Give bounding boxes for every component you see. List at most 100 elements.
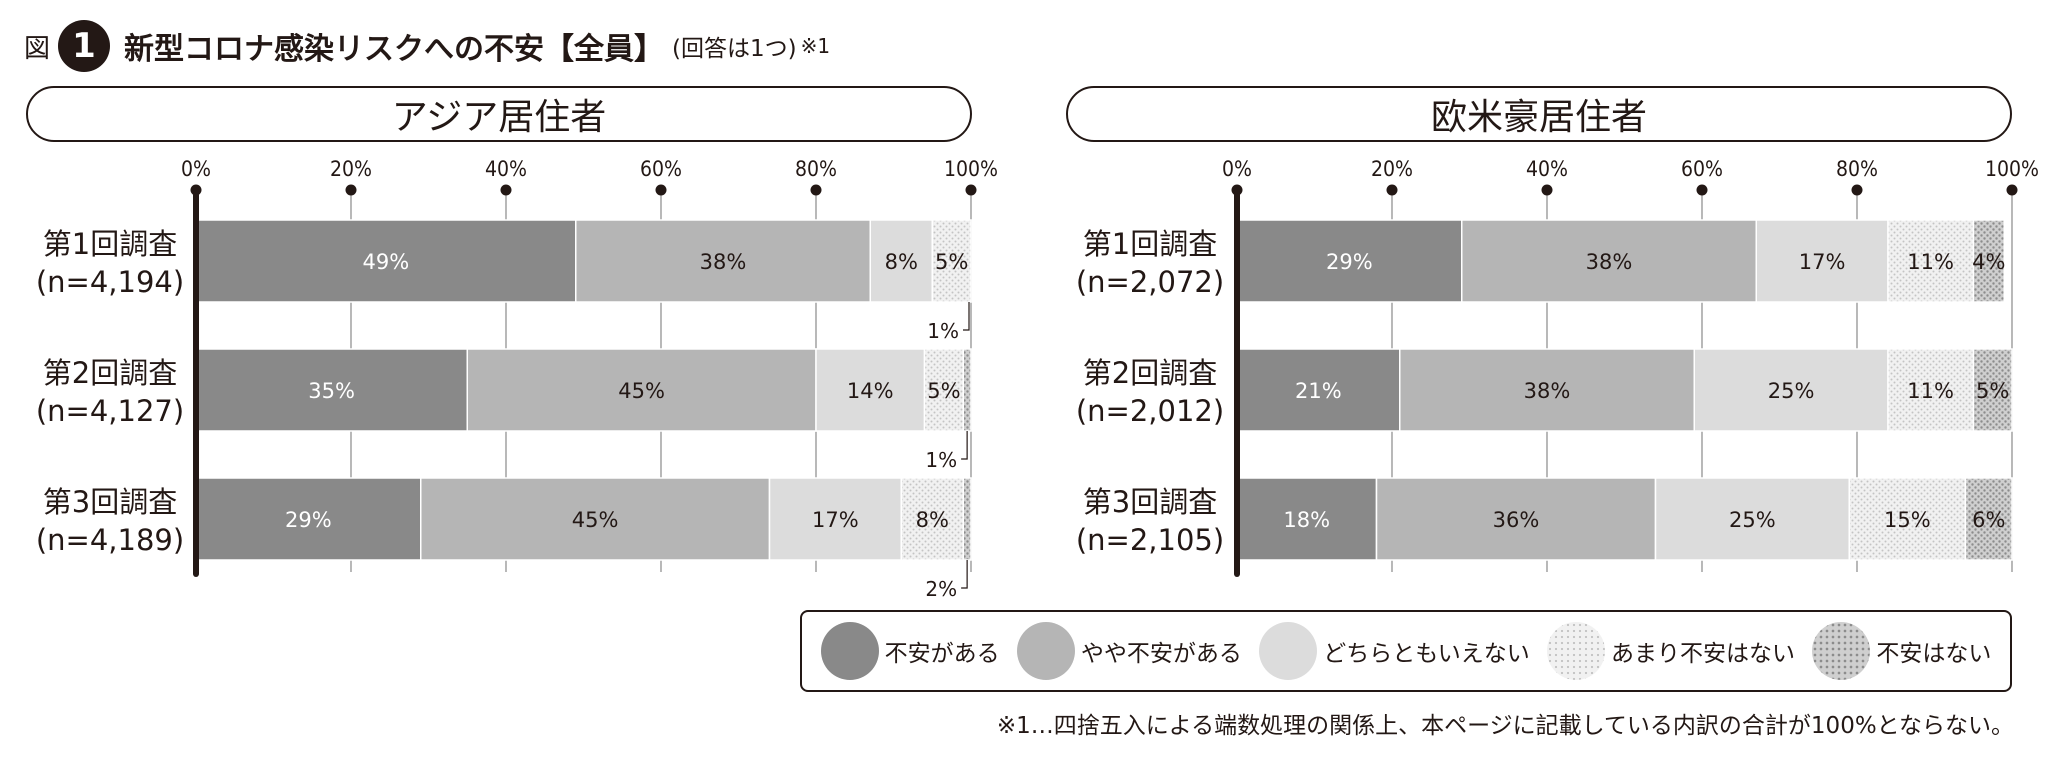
bar-segment-anxious — [1236, 348, 1401, 432]
tick-dot — [810, 184, 822, 196]
bar-segment-not_at_all — [1972, 219, 2005, 303]
tick-label: 40% — [485, 157, 527, 181]
segment-label: 11% — [1907, 250, 1954, 274]
tick-dot — [500, 184, 512, 196]
bar-segment-not_at_all — [962, 348, 972, 432]
bar-segment-somewhat — [466, 348, 817, 432]
tick-label: 80% — [795, 157, 837, 181]
row-label-survey: 第2回調査 — [43, 356, 177, 390]
tick-label: 100% — [1985, 157, 2039, 181]
legend-swatch — [1016, 622, 1075, 680]
legend-label: あまり不安はない — [1611, 641, 1796, 667]
tick-dot — [965, 184, 977, 196]
segment-label: 25% — [1729, 508, 1776, 532]
segment-label: 36% — [1493, 508, 1540, 532]
tick-dot — [655, 184, 667, 196]
chart-panel-west: 0% 20% 40% 60% 80% 100% 第1回調査 (n=2,072) 29% 38% 17… — [1076, 157, 2039, 577]
bar-segment-not_much — [900, 477, 964, 561]
tick-dot — [345, 184, 357, 196]
bar-segment-neutral — [1755, 219, 1889, 303]
segment-label: 49% — [363, 250, 410, 274]
panel-title-asia: アジア居住者 — [26, 86, 972, 142]
segment-label: 14% — [847, 379, 894, 403]
segment-label: 29% — [1326, 250, 1373, 274]
figure-subtitle: (回答は1つ) — [672, 36, 797, 62]
figure-prefix: 図 — [24, 33, 51, 64]
bar-segment-not_at_all — [1964, 477, 2013, 561]
tick-label: 80% — [1836, 157, 1878, 181]
segment-label: 5% — [1976, 379, 2009, 403]
bar-segment-anxious — [195, 477, 422, 561]
leader-line — [961, 431, 968, 460]
figure-title-row: 図 1 新型コロナ感染リスクへの不安【全員】 (回答は1つ) ※1 — [24, 18, 830, 74]
legend-swatch — [1812, 622, 1871, 680]
segment-label: 45% — [572, 508, 619, 532]
tick-dot — [1386, 184, 1398, 196]
row-label-sample-size: (n=2,012) — [1076, 394, 1224, 428]
segment-label: 17% — [1799, 250, 1846, 274]
row-label-survey: 第1回調査 — [43, 227, 177, 261]
tick-dot — [1851, 184, 1863, 196]
segment-label: 38% — [1524, 379, 1571, 403]
segment-label: 21% — [1295, 379, 1342, 403]
segment-label: 38% — [1586, 250, 1633, 274]
chart-panel-asia: 0% 20% 40% 60% 80% 100% 第1回調査 (n=4,194) 49% 38% 8%… — [36, 157, 998, 601]
tick-dot — [1541, 184, 1553, 196]
tick-label: 100% — [944, 157, 998, 181]
row-label-sample-size: (n=4,194) — [36, 265, 184, 299]
legend-label: 不安はない — [1876, 641, 1992, 667]
segment-label: 45% — [618, 379, 665, 403]
legend-item-not_at_all: 不安はない — [1812, 622, 1991, 680]
segment-label: 15% — [1884, 508, 1931, 532]
bar-segment-not_much — [923, 348, 964, 432]
row-label-sample-size: (n=4,189) — [36, 523, 184, 557]
legend-label: 不安がある — [884, 641, 1000, 667]
bar-segment-somewhat — [575, 219, 871, 303]
segment-label: 35% — [308, 379, 355, 403]
figure-title: 新型コロナ感染リスクへの不安【全員】 — [124, 32, 665, 67]
segment-label: 18% — [1283, 508, 1330, 532]
footnote: ※1…四捨五入による端数処理の関係上、本ページに記載している内訳の合計が100%… — [996, 713, 2014, 739]
tick-dot — [1696, 184, 1708, 196]
bar-segment-not_much — [1848, 477, 1967, 561]
segment-label: 5% — [935, 250, 968, 274]
row-label-survey: 第3回調査 — [1083, 485, 1217, 519]
bar-segment-neutral — [815, 348, 926, 432]
segment-label: 25% — [1768, 379, 1815, 403]
legend-swatch — [820, 622, 879, 680]
segment-label-outside: 1% — [927, 319, 959, 343]
tick-label: 0% — [181, 157, 211, 181]
segment-label: 8% — [916, 508, 949, 532]
bar-segment-somewhat — [1399, 348, 1695, 432]
row-label-sample-size: (n=2,072) — [1076, 265, 1224, 299]
legend-label: やや不安がある — [1080, 641, 1242, 667]
panel-title-west: 欧米豪居住者 — [1066, 86, 2012, 142]
bar-segment-not_at_all — [1972, 348, 2013, 432]
tick-dot — [2006, 184, 2018, 196]
legend-item-neutral: どちらともいえない — [1259, 622, 1530, 680]
segment-label: 11% — [1907, 379, 1954, 403]
legend-item-not_much: あまり不安はない — [1547, 622, 1795, 680]
legend-item-anxious: 不安がある — [820, 622, 1000, 680]
row-label-sample-size: (n=2,105) — [1076, 523, 1224, 557]
segment-label: 4% — [1972, 250, 2005, 274]
segment-label-outside: 1% — [925, 448, 957, 472]
row-label-sample-size: (n=4,127) — [36, 394, 184, 428]
tick-label: 0% — [1222, 157, 1252, 181]
row-label-survey: 第2回調査 — [1083, 356, 1217, 390]
tick-label: 20% — [330, 157, 372, 181]
row-label-survey: 第3回調査 — [43, 485, 177, 519]
bar-segment-anxious — [195, 348, 468, 432]
legend-item-somewhat: やや不安がある — [1016, 622, 1242, 680]
segment-label: 5% — [927, 379, 960, 403]
legend-label: どちらともいえない — [1323, 641, 1530, 667]
legend: 不安がある やや不安がある どちらともいえない あまり不安はない 不安はない — [800, 610, 2012, 692]
tick-label: 60% — [640, 157, 682, 181]
segment-label: 29% — [285, 508, 332, 532]
bar-segment-neutral — [768, 477, 902, 561]
legend-swatch — [1259, 622, 1318, 680]
figure-number-badge: 1 — [58, 20, 111, 72]
bar-segment-anxious — [195, 219, 577, 303]
bar-segment-neutral — [1693, 348, 1889, 432]
